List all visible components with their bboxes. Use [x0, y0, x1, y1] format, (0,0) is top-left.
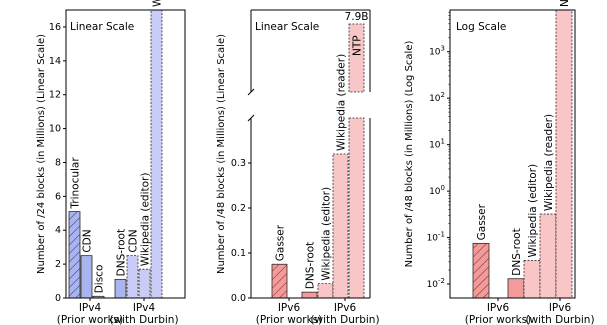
- y-tick-label-8: 16: [49, 22, 61, 33]
- y-tick-label-1: 2: [55, 259, 61, 270]
- bar-6: [150, 9, 163, 299]
- y-tick-label-6: 12: [49, 90, 61, 101]
- bar-label-0: Gasser: [275, 224, 287, 261]
- plot-frame: [449, 9, 576, 299]
- group-label-1: IPv4: [133, 302, 156, 314]
- group-sublabel-1: (with Durbin): [109, 314, 178, 325]
- y-tick-label-0: 0: [55, 293, 61, 304]
- bar-label-1: CDN: [82, 229, 94, 252]
- bar-1: [507, 278, 525, 299]
- bar-2: [317, 283, 334, 299]
- y-axis-label: Number of /48 blocks (in Millions) (Line…: [216, 34, 227, 274]
- y-tick-label-7: 14: [49, 56, 61, 67]
- scale-annotation: Log Scale: [456, 21, 506, 33]
- bar-0-hatch: [473, 243, 489, 298]
- group-label-1: IPv6: [334, 302, 357, 314]
- plot-frame: [65, 9, 186, 299]
- bar-0-hatch: [272, 264, 287, 298]
- y-tick-label-4: 8: [55, 157, 61, 168]
- y-tick-label-2: 0.2: [231, 203, 246, 214]
- bar-value-label: 7.9B: [345, 11, 369, 23]
- panel-2: Gasser DNS-root Wikipedia (editor) Wikipedi…: [216, 9, 380, 325]
- bar-0-hatch: [69, 211, 80, 298]
- bar-label-3: DNS-root: [116, 229, 128, 276]
- y-tick-label-3: 101: [429, 138, 445, 151]
- group-label-1: IPv6: [549, 302, 572, 314]
- panel-3: Gasser DNS-root Wikipedia (editor) Wikipedi…: [404, 0, 595, 325]
- bar-label-1: DNS-root: [511, 228, 523, 275]
- group-label-0: IPv6: [278, 302, 301, 314]
- group-sublabel-1: (with Durbin): [310, 314, 379, 325]
- bar-3: [114, 278, 127, 299]
- scale-annotation: Linear Scale: [255, 21, 319, 33]
- y-tick-label-5: 10: [49, 124, 61, 135]
- bar-label-5: Wikipedia (editor): [140, 173, 152, 267]
- group-sublabel-0: (Prior works): [256, 314, 323, 325]
- break-mark-top: [247, 88, 255, 96]
- group-sublabel-1: (with Durbin): [525, 314, 594, 325]
- group-sublabel-0: (Prior works): [465, 314, 532, 325]
- y-tick-label-4: 102: [429, 91, 445, 104]
- bar-4-lower: [348, 117, 365, 299]
- bar-4: [126, 255, 139, 299]
- scale-annotation: Linear Scale: [70, 21, 134, 33]
- y-tick-label-2: 100: [429, 184, 445, 197]
- y-tick-label-0: 10-2: [427, 277, 445, 290]
- bar-label-3: Wikipedia (reader): [336, 54, 348, 151]
- bar-label-2: Disco: [94, 265, 106, 294]
- bar-label-0: Gasser: [476, 203, 488, 240]
- y-tick-label-1: 0.1: [231, 248, 246, 259]
- y-tick-label-3: 0.3: [231, 158, 246, 169]
- bar-label-2: Wikipedia (editor): [321, 187, 333, 281]
- y-axis-label: Number of /48 blocks (in Millions) (Log …: [404, 41, 415, 268]
- y-tick-label-3: 6: [55, 191, 61, 202]
- group-label-0: IPv4: [79, 302, 102, 314]
- bar-label-2: Wikipedia (editor): [527, 164, 539, 258]
- bar-label-4: NTP: [559, 0, 571, 7]
- bar-3: [539, 213, 557, 299]
- bar-label-3: Wikipedia (reader): [543, 114, 555, 211]
- bar-4: [555, 9, 573, 299]
- bar-1: [301, 291, 318, 299]
- group-sublabel-0: (Prior works): [57, 314, 124, 325]
- y-tick-label-5: 103: [429, 45, 445, 58]
- bar-4-upper: [348, 23, 365, 93]
- bar-1: [80, 255, 93, 299]
- bar-label-1: DNS-root: [305, 242, 317, 289]
- bar-5: [138, 268, 151, 299]
- bar-2: [523, 260, 541, 299]
- break-mark-bottom: [247, 114, 255, 122]
- bar-3: [332, 153, 349, 299]
- group-label-0: IPv6: [487, 302, 510, 314]
- bar-label-4: CDN: [128, 229, 140, 252]
- bar-label-6: Wikipedia (reader): [152, 0, 164, 7]
- y-axis-label: Number of /24 blocks (in Millions) (Line…: [36, 34, 47, 274]
- y-tick-label-1: 10-1: [427, 231, 445, 244]
- y-tick-label-0: 0.0: [231, 293, 246, 304]
- bar-label-4: NTP: [352, 35, 364, 56]
- y-tick-label-2: 4: [55, 225, 61, 236]
- bar-label-0: Trinocular: [70, 157, 82, 210]
